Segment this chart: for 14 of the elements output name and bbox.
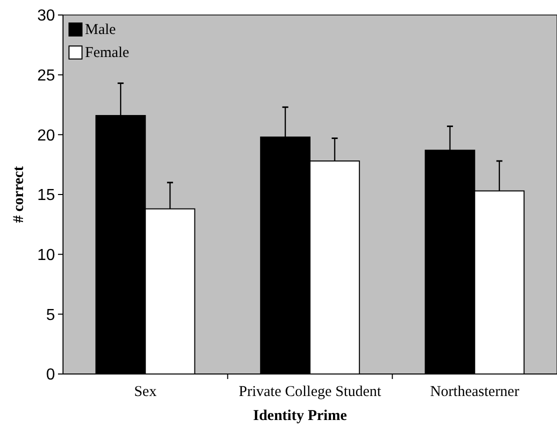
y-tick-label: 5 <box>46 306 56 324</box>
y-tick-label: 0 <box>46 366 56 384</box>
y-axis-title: # correct <box>11 166 27 223</box>
x-tick-label: Northeasterner <box>430 384 520 400</box>
x-axis-title: Identity Prime <box>253 408 348 424</box>
y-tick-label: 10 <box>37 246 56 264</box>
x-tick-label: Private College Student <box>238 384 382 400</box>
y-tick-label: 15 <box>37 187 56 204</box>
legend-label: Male <box>85 22 116 38</box>
x-tick-label: Sex <box>134 384 158 400</box>
y-tick-label: 25 <box>37 67 56 84</box>
y-tick-label: 30 <box>37 8 56 25</box>
legend-label: Female <box>85 45 130 61</box>
y-tick-label: 20 <box>37 127 56 144</box>
